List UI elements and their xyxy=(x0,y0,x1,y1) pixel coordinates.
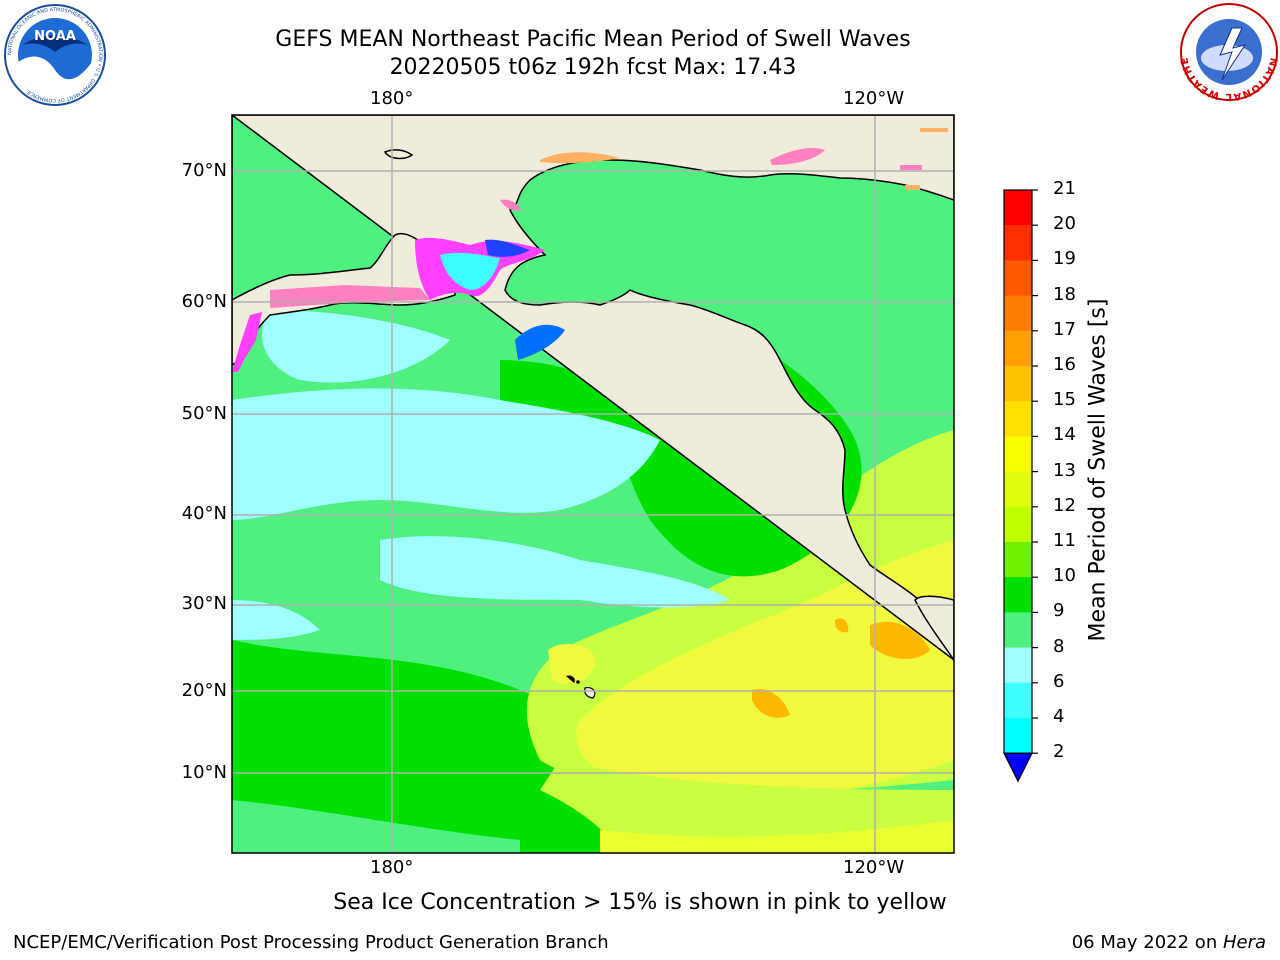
colorbar-segment xyxy=(1004,225,1032,261)
colorbar-segment xyxy=(1004,471,1032,508)
lon-label-top-120w: 120°W xyxy=(843,88,905,109)
lat-label-60n: 60°N xyxy=(181,291,227,312)
lat-label-50n: 50°N xyxy=(181,403,227,424)
map-frame xyxy=(231,114,955,854)
colorbar-tick-label: 19 xyxy=(1053,248,1076,270)
colorbar-tick-label: 20 xyxy=(1053,213,1076,235)
colorbar-tick-label: 9 xyxy=(1053,600,1065,622)
colorbar-segment xyxy=(1004,366,1032,402)
colorbar-tick-label: 21 xyxy=(1053,178,1076,199)
colorbar-segment xyxy=(1004,647,1032,684)
colorbar-tick-label: 12 xyxy=(1053,494,1076,516)
colorbar-tick-label: 10 xyxy=(1053,565,1076,587)
swell-period-field xyxy=(232,115,954,853)
credit-date: 06 May 2022 on Hera xyxy=(1072,932,1266,953)
lat-label-20n: 20°N xyxy=(181,680,227,701)
colorbar-segment xyxy=(1004,295,1032,332)
sea-ice-note: Sea Ice Concentration > 15% is shown in … xyxy=(333,890,947,915)
lat-label-30n: 30°N xyxy=(181,593,227,614)
colorbar-segment xyxy=(1004,190,1032,226)
colorbar-segment xyxy=(1004,506,1032,543)
colorbar-segment xyxy=(1004,612,1032,649)
lat-label-40n: 40°N xyxy=(181,503,227,524)
colorbar-tick-label: 4 xyxy=(1053,706,1065,727)
colorbar-tick-label: 2 xyxy=(1053,741,1065,763)
chart-title: GEFS MEAN Northeast Pacific Mean Period … xyxy=(275,27,911,52)
colorbar-tick-label: 18 xyxy=(1053,283,1076,305)
date-text: 06 May 2022 on xyxy=(1071,932,1223,953)
colorbar-segment xyxy=(1004,401,1032,437)
colorbar-title: Mean Period of Swell Waves [s] xyxy=(1085,298,1111,642)
colorbar xyxy=(1003,189,1038,783)
colorbar-tick-label: 14 xyxy=(1053,424,1076,446)
colorbar-tick-label: 17 xyxy=(1053,318,1076,340)
colorbar-tick-label: 6 xyxy=(1053,670,1065,692)
colorbar-extend-triangle xyxy=(1003,752,1033,783)
colorbar-tick-label: 11 xyxy=(1053,530,1076,551)
lon-label-bottom-120w: 120°W xyxy=(843,857,905,878)
noaa-logo-text: NOAA xyxy=(34,29,76,44)
colorbar-tick-label: 15 xyxy=(1053,389,1076,411)
credit-branch: NCEP/EMC/Verification Post Processing Pr… xyxy=(13,932,609,953)
graticule xyxy=(232,115,954,853)
colorbar-tick-label: 13 xyxy=(1053,459,1076,481)
nws-logo: NATIONAL WEATHER SERVICE xyxy=(0,0,1279,102)
colorbar-tick-label: 16 xyxy=(1053,354,1076,375)
colorbar-tick-label: 8 xyxy=(1053,635,1065,657)
colorbar-segment xyxy=(1004,682,1032,719)
host-name: Hera xyxy=(1222,932,1266,953)
lat-label-70n: 70°N xyxy=(181,160,227,181)
colorbar-segment xyxy=(1004,718,1032,754)
colorbar-segment xyxy=(1004,330,1032,367)
svg-text:NATIONAL WEATHER SERVICE: NATIONAL WEATHER SERVICE xyxy=(0,0,1279,102)
colorbar-segment xyxy=(1004,260,1032,297)
colorbar-segment xyxy=(1004,436,1032,473)
colorbar-segment xyxy=(1004,542,1032,578)
noaa-logo: NOAA NATIONAL OCEANIC AND ATMOSPHERIC AD… xyxy=(4,4,106,106)
lon-label-bottom-180: 180° xyxy=(370,857,414,878)
colorbar-segment xyxy=(1004,577,1032,613)
chart-subtitle: 20220505 t06z 192h fcst Max: 17.43 xyxy=(389,55,797,80)
lon-label-top-180: 180° xyxy=(370,88,414,109)
lat-label-10n: 10°N xyxy=(181,762,227,783)
